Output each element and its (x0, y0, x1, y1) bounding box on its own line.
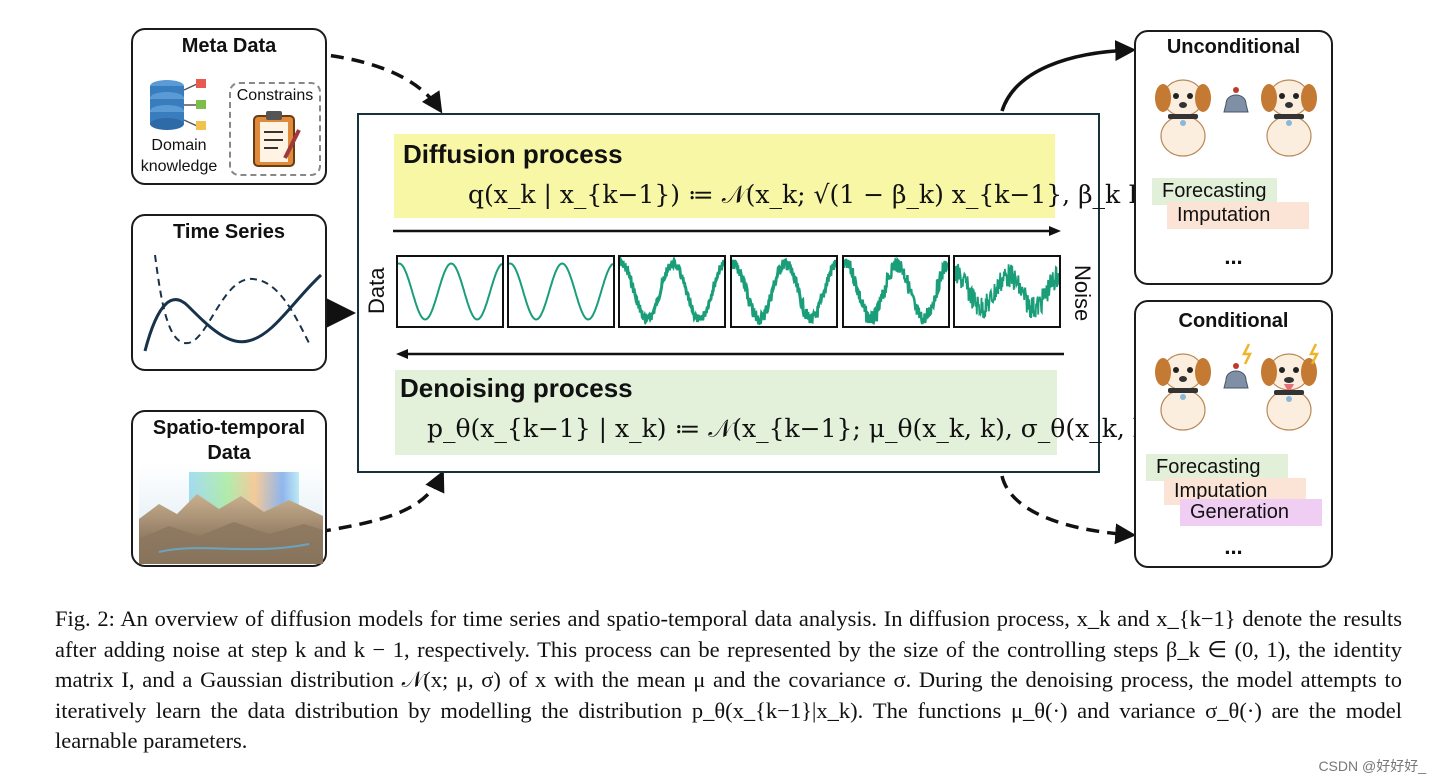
cond-task-generation: Generation (1180, 499, 1322, 526)
wave-line (619, 255, 725, 326)
cond-task-forecasting: Forecasting (1146, 454, 1288, 481)
wave-line (397, 262, 503, 321)
data-label: Data (364, 267, 389, 314)
wave-line (730, 257, 838, 326)
wave-line (842, 256, 950, 325)
terrain-image (139, 464, 323, 564)
watermark: CSDN @好好好_ (1318, 758, 1426, 774)
denoising-formula-text: p_θ(x_{k−1} | x_k) ≔ 𝒩(x_{k−1}; μ_θ(x_k,… (427, 414, 1186, 443)
time-series-curves (143, 254, 323, 352)
figure-caption: Fig. 2: An overview of diffusion models … (55, 606, 1402, 753)
denoising-process-title: Denoising process (400, 373, 633, 403)
clipboard-icon (253, 111, 301, 167)
uncond-more-ellipsis: ... (1224, 244, 1243, 269)
unconditional-box: Unconditional Forecasting Imputation ... (1134, 30, 1333, 285)
wave-panel-noise-1 (618, 255, 726, 328)
uncond-task-imputation: Imputation (1167, 202, 1309, 229)
spatio-to-process-arrow (317, 470, 445, 534)
wave-line (954, 263, 1060, 319)
process-to-unconditional-arrow (1000, 40, 1137, 112)
dogs-with-bell-alert-illustration (1155, 343, 1320, 431)
diffusion-formula-text: q(x_k | x_{k−1}) ≔ 𝒩(x_k; √(1 − β_k) x_{… (468, 180, 1148, 209)
unconditional-title: Unconditional (1166, 36, 1301, 58)
denoising-process-panel: Denoising process p_θ(x_{k−1} | x_k) ≔ 𝒩… (395, 370, 1185, 455)
wave-panel-noise-4 (953, 255, 1061, 328)
uncond-task-forecasting: Forecasting (1152, 178, 1277, 205)
constrains-label: Constrains (236, 87, 314, 104)
process-to-conditional-arrow (1000, 475, 1137, 545)
conditional-box: Conditional Forecasting Imputat (1134, 300, 1333, 568)
denoising-formula: p_θ(x_{k−1} | x_k) ≔ 𝒩(x_{k−1}; μ_θ(x_k,… (427, 414, 1185, 444)
wave-panel-noise-3 (842, 255, 950, 328)
forward-arrow (393, 226, 1061, 236)
wave-panel-clean-2 (507, 255, 615, 328)
time-series-box: Time Series (131, 214, 327, 371)
backward-arrow (396, 349, 1064, 359)
noise-label: Noise (1070, 265, 1095, 322)
time-series-title: Time Series (173, 221, 285, 243)
spatio-temporal-title: Spatio-temporal Data (152, 417, 306, 464)
dogs-with-bell-illustration (1155, 79, 1317, 157)
database-icon (150, 79, 206, 130)
meta-to-process-arrow (309, 51, 443, 114)
domain-knowledge-label: Domain knowledge (140, 137, 218, 175)
diffusion-process-panel: Diffusion process q(x_k | x_{k−1}) ≔ 𝒩(x… (394, 134, 1148, 218)
wave-line (508, 262, 614, 321)
meta-data-title: Meta Data (181, 35, 277, 57)
spatio-temporal-box: Spatio-temporal Data (131, 410, 327, 567)
cond-more-ellipsis: ... (1224, 534, 1243, 559)
diffusion-formula: q(x_k | x_{k−1}) ≔ 𝒩(x_k; √(1 − β_k) x_{… (468, 180, 1148, 210)
wave-panel-clean-1 (396, 255, 504, 328)
diffusion-process-title: Diffusion process (403, 139, 623, 169)
wave-panel-noise-2 (730, 255, 838, 328)
constrains-frame: Constrains (229, 82, 321, 176)
meta-data-box: Meta Data Domain knowledge Constrains (131, 28, 327, 185)
conditional-title: Conditional (1178, 310, 1289, 332)
